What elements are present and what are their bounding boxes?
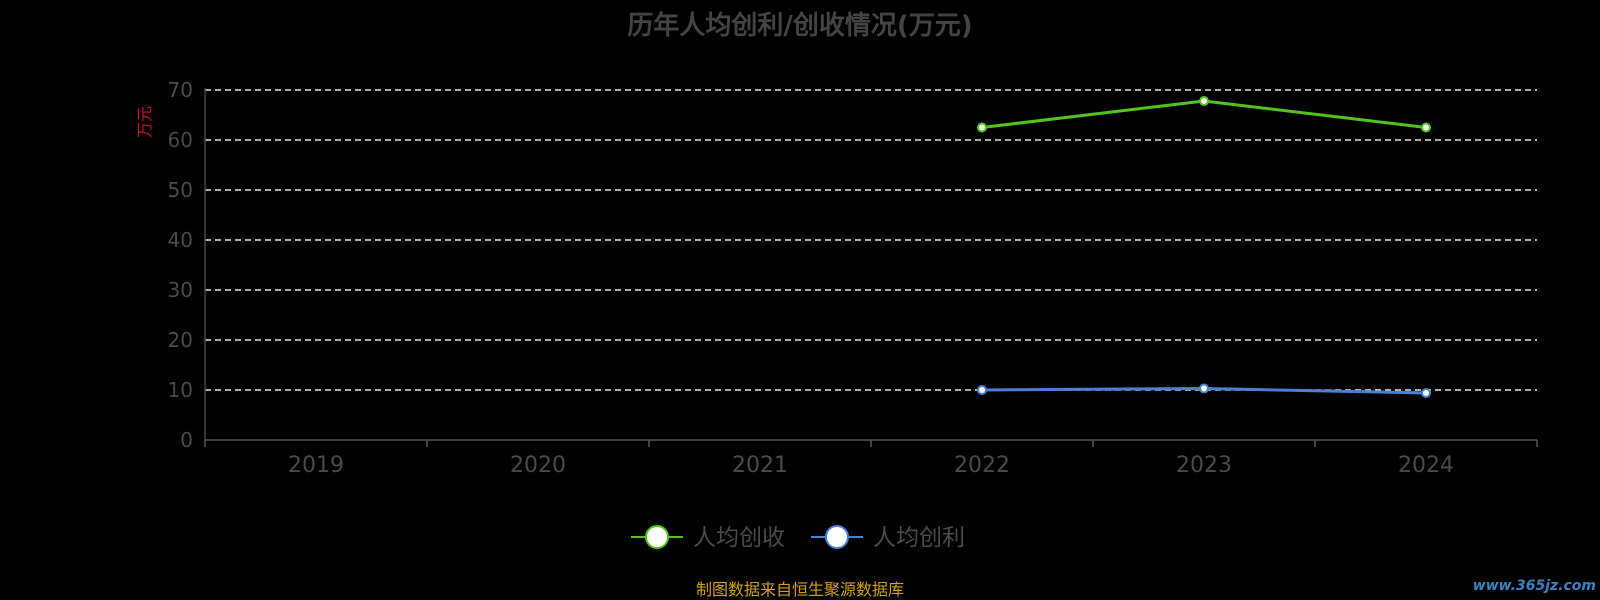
y-tick-label: 20 bbox=[168, 328, 193, 352]
data-point[interactable] bbox=[1199, 383, 1209, 394]
data-point[interactable] bbox=[1421, 388, 1431, 398]
x-tick-label: 2024 bbox=[1398, 453, 1454, 478]
y-tick-label: 70 bbox=[168, 78, 193, 102]
chart-title: 历年人均创利/创收情况(万元) bbox=[627, 10, 972, 41]
x-tick-label: 2023 bbox=[1176, 453, 1232, 478]
y-tick-label: 10 bbox=[168, 378, 193, 402]
source-note: 制图数据来自恒生聚源数据库 bbox=[696, 580, 904, 599]
data-point[interactable] bbox=[1199, 96, 1209, 106]
data-point[interactable] bbox=[977, 122, 987, 133]
y-tick-label: 30 bbox=[168, 278, 193, 302]
legend-label: 人均创利 bbox=[873, 525, 965, 551]
series-layer bbox=[977, 96, 1431, 398]
y-tick-label: 50 bbox=[168, 178, 193, 202]
x-tick-label: 2021 bbox=[732, 453, 788, 478]
y-tick-label: 60 bbox=[168, 128, 193, 152]
x-tick-label: 2019 bbox=[288, 453, 344, 478]
data-point[interactable] bbox=[977, 385, 987, 395]
legend-marker bbox=[645, 525, 669, 549]
y-tick-label: 0 bbox=[180, 428, 193, 452]
grid-layer bbox=[205, 89, 1537, 391]
legend-item-0[interactable]: 人均创收 bbox=[631, 525, 785, 551]
legend-label: 人均创收 bbox=[693, 525, 785, 551]
x-tick-label: 2022 bbox=[954, 453, 1010, 478]
watermark: www.365jz.com bbox=[1473, 578, 1596, 594]
y-axis-label: 万元 bbox=[135, 106, 154, 138]
legend[interactable]: 人均创收 人均创利 bbox=[631, 525, 965, 551]
x-tick-label: 2020 bbox=[510, 453, 566, 478]
axis-layer: 0 10 20 30 40 50 60 70 2019 2020 2021 2022 2023 2024 bbox=[168, 78, 1538, 478]
y-tick-label: 40 bbox=[168, 228, 193, 252]
legend-marker bbox=[825, 525, 849, 549]
legend-item-1[interactable]: 人均创利 bbox=[811, 525, 965, 551]
data-point[interactable] bbox=[1421, 122, 1431, 133]
